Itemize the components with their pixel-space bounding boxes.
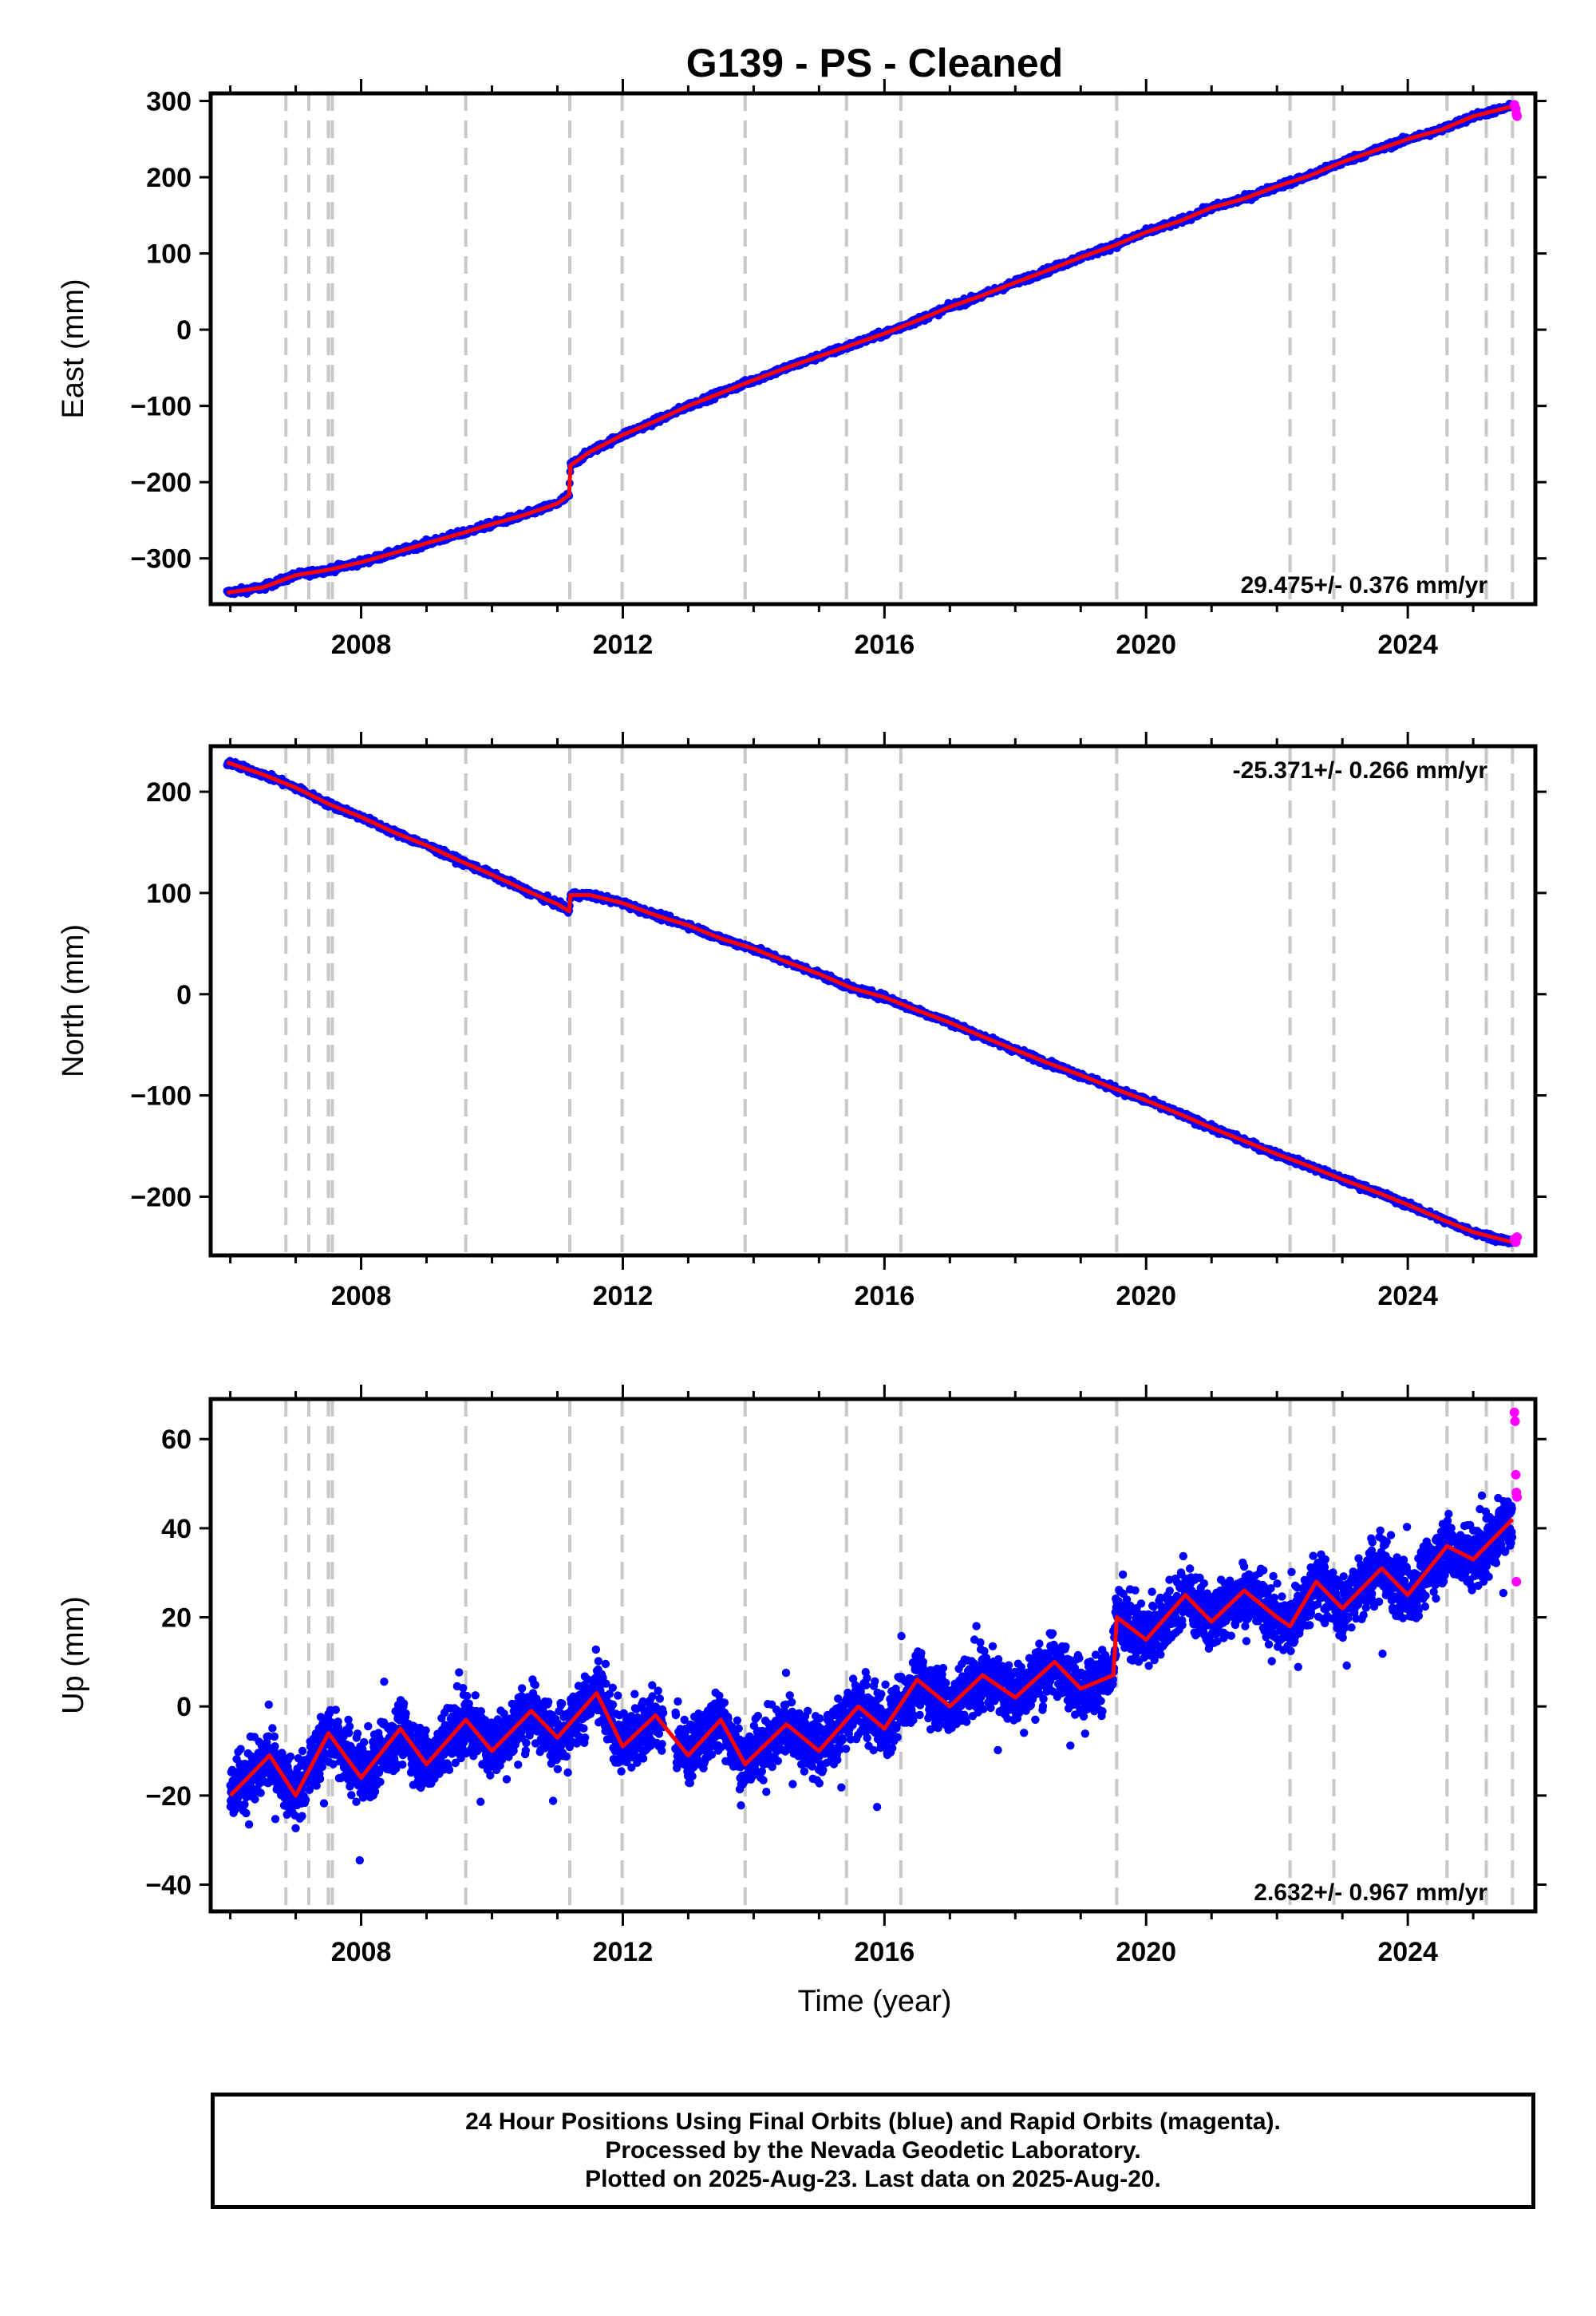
event-lines xyxy=(284,93,1515,604)
x-tick-label: 2012 xyxy=(593,630,654,660)
y-tick-label: −100 xyxy=(130,392,192,422)
y-tick-label: 300 xyxy=(146,87,192,117)
event-lines xyxy=(284,746,1515,1255)
rapid-orbit-point xyxy=(1512,111,1523,121)
model-line-group xyxy=(227,104,1513,595)
x-tick-label: 2008 xyxy=(331,630,392,660)
x-tick-label: 2016 xyxy=(855,630,915,660)
y-tick-label: 200 xyxy=(146,163,192,193)
y-tick-label: 100 xyxy=(146,239,192,270)
chart-title: G139 - PS - Cleaned xyxy=(686,41,1063,85)
rate-label: 29.475+/- 0.376 mm/yr xyxy=(1241,572,1488,599)
model-line xyxy=(227,104,1513,595)
y-tick-label: −200 xyxy=(130,468,192,498)
rapid-orbit-points xyxy=(1509,100,1523,121)
panels: −300 −200 −100 0 100 200 300 2008 2012 2016 2020 20… xyxy=(57,79,1547,1967)
y-tick-label: 0 xyxy=(176,315,192,346)
panel-east: −300 −200 −100 0 100 200 300 2008 2012 2016 2020 20… xyxy=(57,79,1547,660)
final-orbit-points xyxy=(223,757,1516,1248)
y-axis-label: East (mm) xyxy=(57,279,90,418)
y-tick-label: −300 xyxy=(130,544,192,575)
x-tick-label: 2020 xyxy=(1116,630,1176,660)
plot-frame xyxy=(208,91,1538,607)
x-tick-label: 2024 xyxy=(1377,630,1438,660)
final-orbit-points xyxy=(223,100,1516,599)
